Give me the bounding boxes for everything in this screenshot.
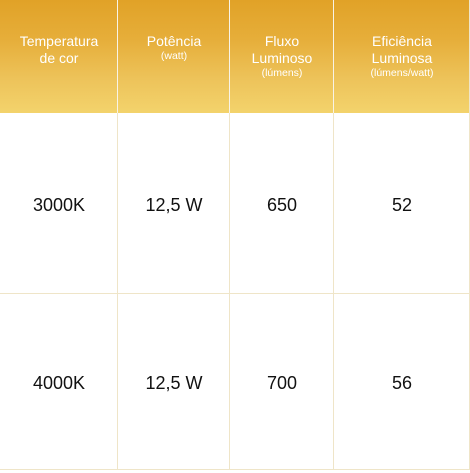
row-divider bbox=[0, 293, 470, 294]
cell-power: 12,5 W bbox=[145, 194, 203, 215]
header-luminous-efficiency: Eficiência Luminosa (lúmens/watt) bbox=[334, 0, 470, 113]
cell-luminous-flux: 650 bbox=[266, 194, 298, 215]
table-header-row: Temperatura de cor Potência (watt) Fluxo… bbox=[0, 0, 470, 113]
header-label: Eficiência Luminosa bbox=[371, 33, 433, 66]
cell-power: 12,5 W bbox=[145, 372, 203, 393]
header-column-divider bbox=[229, 0, 230, 113]
header-label: Potência bbox=[146, 33, 202, 49]
cell-luminous-efficiency: 56 bbox=[391, 372, 413, 393]
header-unit: (lúmens/watt) bbox=[370, 67, 434, 79]
header-luminous-flux: Fluxo Luminoso (lúmens) bbox=[230, 0, 334, 113]
cell-luminous-flux: 700 bbox=[266, 372, 298, 393]
column-divider bbox=[229, 0, 230, 470]
header-unit: (watt) bbox=[160, 50, 188, 62]
header-unit: (lúmens) bbox=[261, 67, 303, 79]
cell-color-temperature: 3000K bbox=[32, 194, 86, 215]
header-column-divider bbox=[333, 0, 334, 113]
header-color-temperature: Temperatura de cor bbox=[0, 0, 118, 113]
header-column-divider bbox=[117, 0, 118, 113]
header-power: Potência (watt) bbox=[118, 0, 230, 113]
header-label: Temperatura de cor bbox=[19, 33, 99, 66]
column-divider bbox=[117, 0, 118, 470]
header-label: Fluxo Luminoso bbox=[251, 33, 313, 66]
table-row: 3000K 12,5 W 650 52 bbox=[0, 113, 470, 293]
cell-color-temperature: 4000K bbox=[32, 372, 86, 393]
table-row: 4000K 12,5 W 700 56 bbox=[0, 293, 470, 473]
column-divider bbox=[333, 0, 334, 470]
cell-luminous-efficiency: 52 bbox=[391, 194, 413, 215]
